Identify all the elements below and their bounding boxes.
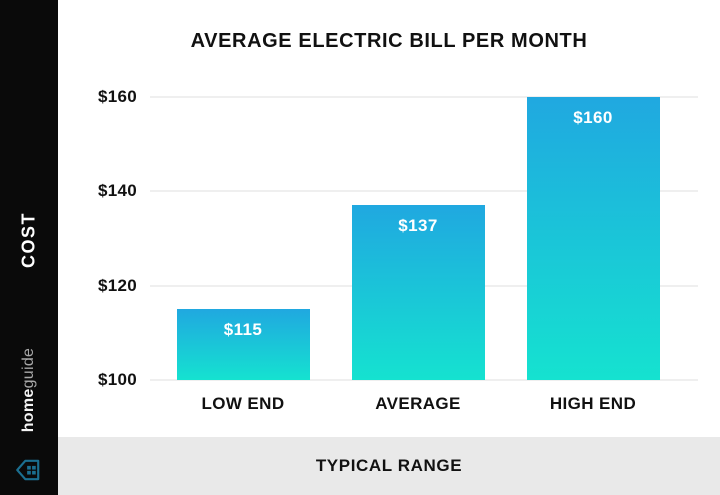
bar-high-end: $160 bbox=[526, 97, 660, 380]
footer-band: TYPICAL RANGE bbox=[58, 437, 720, 495]
y-tick-label: $140 bbox=[97, 181, 137, 201]
y-tick-label: $100 bbox=[97, 370, 137, 389]
bar-low-end: $115 bbox=[176, 309, 310, 380]
x-tick-label: HIGH END bbox=[549, 394, 637, 413]
homeguide-house-icon bbox=[16, 459, 40, 481]
bar-value-label: $160 bbox=[573, 108, 613, 127]
x-tick-label: AVERAGE bbox=[375, 394, 461, 413]
chart-title: AVERAGE ELECTRIC BILL PER MONTH bbox=[190, 30, 588, 52]
sidebar: COST homeguide bbox=[0, 0, 58, 495]
gridline-140 bbox=[150, 190, 698, 193]
bar-value-label: $137 bbox=[398, 216, 438, 236]
bar-value-label: $115 bbox=[223, 320, 263, 340]
y-tick-label: $120 bbox=[97, 275, 137, 295]
bar-average: $137 bbox=[351, 205, 485, 380]
y-tick-label: $160 bbox=[97, 87, 137, 106]
footer-label: TYPICAL RANGE bbox=[315, 456, 463, 475]
gridline-160 bbox=[150, 96, 698, 98]
x-tick-label: LOW END bbox=[201, 394, 285, 413]
gridline-100 bbox=[150, 379, 698, 381]
